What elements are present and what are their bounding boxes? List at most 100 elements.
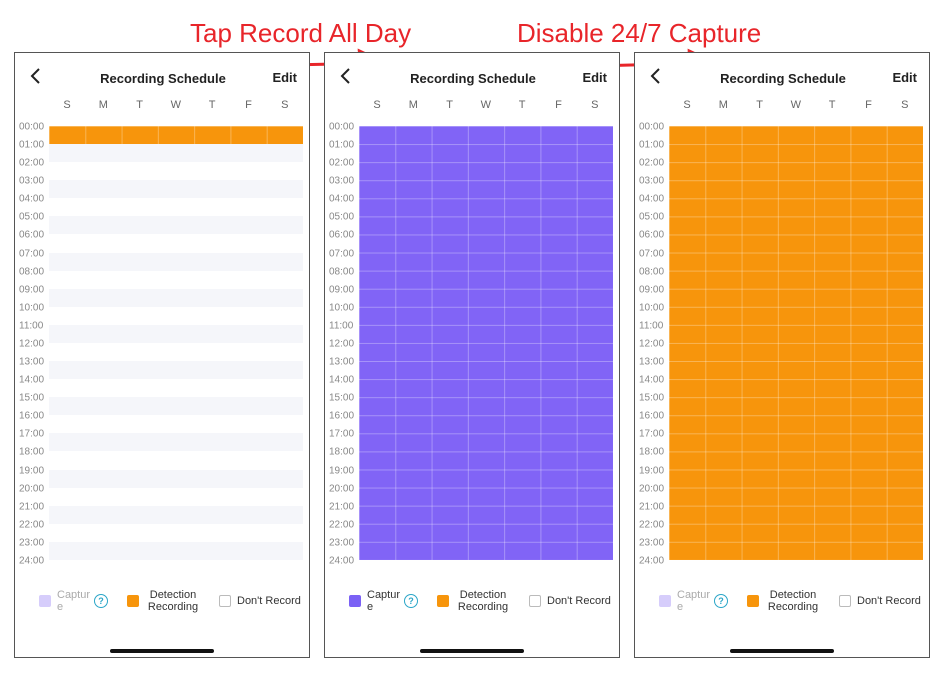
detection-block [49, 126, 303, 144]
row-stripe [49, 324, 303, 343]
row-stripe [49, 469, 303, 488]
annotation: Tap Record All Day [190, 18, 412, 48]
edit-button[interactable]: Edit [582, 70, 607, 85]
hour-label: 08:00 [19, 266, 45, 278]
hour-label: 03:00 [19, 175, 45, 187]
capture-label: Capture [677, 589, 711, 613]
hour-label: 04:00 [19, 193, 45, 205]
capture-swatch[interactable] [659, 595, 671, 607]
hour-label: 10:00 [639, 302, 665, 314]
hour-label: 13:00 [19, 356, 45, 368]
hour-label: 04:00 [639, 193, 665, 205]
hour-label: 22:00 [329, 519, 355, 531]
day-label: T [446, 99, 453, 111]
hour-label: 16:00 [329, 410, 355, 422]
back-button[interactable] [649, 67, 663, 85]
hour-label: 15:00 [639, 392, 665, 404]
phone-screen: Recording Schedule Edit S M T W T F S 00:00 01:00 0… [324, 52, 620, 658]
hour-label: 20:00 [639, 483, 665, 495]
none-swatch[interactable] [839, 595, 851, 607]
hour-label: 11:00 [639, 320, 664, 332]
hour-label: 18:00 [639, 446, 665, 458]
back-icon [340, 68, 350, 84]
hour-label: 13:00 [639, 356, 665, 368]
hour-label: 01:00 [19, 139, 45, 151]
detection-label: Detection Recording [147, 589, 199, 613]
hour-label: 09:00 [19, 284, 45, 296]
back-icon [30, 68, 40, 84]
day-label: T [208, 99, 216, 111]
hour-label: 04:00 [329, 193, 355, 205]
hour-label: 08:00 [329, 266, 355, 278]
hour-label: 13:00 [329, 356, 355, 368]
phone-screen: Recording Schedule Edit S M T W T F S 00:00 01:00 0… [14, 52, 310, 658]
row-stripe [49, 505, 303, 524]
day-label: M [98, 99, 108, 111]
back-icon [650, 68, 660, 84]
day-label: F [865, 99, 872, 111]
hour-label: 21:00 [639, 501, 665, 513]
day-label: F [245, 99, 252, 111]
none-label: Don't Record [237, 595, 301, 607]
hour-label: 07:00 [19, 248, 45, 260]
hour-label: 24:00 [19, 555, 45, 567]
hour-label: 21:00 [19, 501, 45, 513]
none-label: Don't Record [857, 595, 921, 607]
hour-label: 02:00 [19, 157, 45, 169]
hour-label: 24:00 [639, 555, 665, 567]
hour-label: 18:00 [19, 446, 45, 458]
help-icon[interactable]: ? [714, 594, 728, 608]
hour-label: 01:00 [639, 139, 665, 151]
hour-label: 01:00 [329, 139, 355, 151]
help-icon[interactable]: ? [94, 594, 108, 608]
screen-title: Recording Schedule [410, 71, 536, 86]
none-swatch[interactable] [219, 595, 231, 607]
hour-label: 16:00 [19, 410, 45, 422]
edit-button[interactable]: Edit [272, 70, 297, 85]
hour-label: 12:00 [639, 338, 665, 350]
home-indicator [730, 649, 834, 653]
row-stripe [49, 252, 303, 271]
row-stripe [49, 433, 303, 452]
day-label: S [901, 99, 909, 111]
day-label: W [170, 99, 182, 111]
hour-label: 22:00 [19, 519, 45, 531]
day-label: S [63, 99, 71, 111]
capture-swatch[interactable] [349, 595, 361, 607]
phone-screen: Recording Schedule Edit S M T W T F S 00:00 01:00 0… [634, 52, 930, 658]
day-label: W [790, 99, 802, 111]
edit-button[interactable]: Edit [892, 70, 917, 85]
none-swatch[interactable] [529, 595, 541, 607]
annotation: Disable 24/7 Capture [517, 18, 762, 48]
hour-label: 23:00 [19, 537, 45, 549]
row-stripe [49, 397, 303, 416]
capture-swatch[interactable] [39, 595, 51, 607]
day-label: S [591, 99, 599, 111]
hour-label: 24:00 [329, 555, 355, 567]
row-stripe [49, 541, 303, 560]
hour-label: 15:00 [329, 392, 355, 404]
hour-label: 21:00 [329, 501, 355, 513]
hour-label: 08:00 [639, 266, 665, 278]
capture-block [359, 126, 613, 560]
detection-swatch[interactable] [437, 595, 449, 607]
back-button[interactable] [339, 67, 353, 85]
detection-swatch[interactable] [747, 595, 759, 607]
detection-label: Detection Recording [767, 589, 819, 613]
hour-label: 12:00 [329, 338, 355, 350]
hour-label: 11:00 [329, 320, 354, 332]
back-button[interactable] [29, 67, 43, 85]
hour-label: 05:00 [329, 211, 355, 223]
day-label: T [136, 99, 143, 111]
detection-swatch[interactable] [127, 595, 139, 607]
hour-label: 17:00 [329, 428, 355, 440]
hour-label: 17:00 [19, 428, 45, 440]
hour-label: 15:00 [19, 392, 45, 404]
row-stripe [49, 180, 303, 199]
help-icon[interactable]: ? [404, 594, 418, 608]
home-indicator [420, 649, 524, 653]
day-label: F [555, 99, 562, 111]
detection-block [669, 126, 923, 560]
hour-label: 02:00 [639, 157, 665, 169]
hour-label: 00:00 [329, 121, 355, 133]
